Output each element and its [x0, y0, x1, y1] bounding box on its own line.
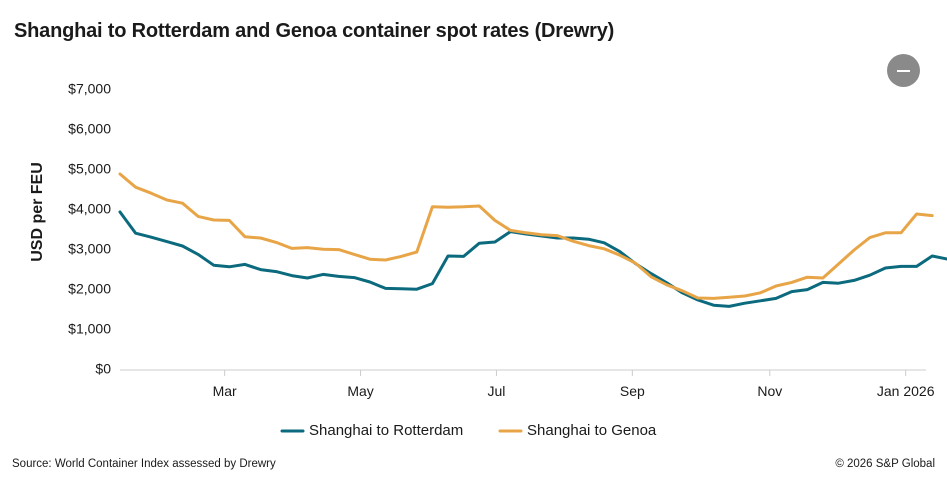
- y-tick-label: $5,000: [68, 161, 111, 177]
- y-tick-label: $1,000: [68, 321, 111, 337]
- copyright-note: © 2026 S&P Global: [835, 458, 935, 470]
- y-axis: $0 $1,000 $2,000 $3,000 $4,000 $5,000 $6,000 $7…: [68, 81, 111, 377]
- legend-label: Shanghai to Genoa: [527, 422, 657, 439]
- chart-menu-button[interactable]: [887, 54, 920, 87]
- x-tick-label: Mar: [213, 383, 237, 399]
- y-tick-label: $0: [95, 361, 111, 377]
- y-tick-label: $2,000: [68, 281, 111, 297]
- x-axis: Mar May Jul Sep Nov Jan 2026: [213, 370, 935, 399]
- x-tick-label: Jul: [487, 383, 505, 399]
- y-tick-label: $3,000: [68, 241, 111, 257]
- chart-title: Shanghai to Rotterdam and Genoa containe…: [14, 20, 615, 42]
- y-tick-label: $7,000: [68, 81, 111, 97]
- minus-icon: [897, 70, 910, 72]
- y-tick-label: $6,000: [68, 121, 111, 137]
- series-group: [118, 172, 947, 308]
- series-line-genoa: [118, 172, 934, 300]
- y-tick-label: $4,000: [68, 201, 111, 217]
- x-tick-label: Jan 2026: [877, 383, 935, 399]
- legend: Shanghai to Rotterdam Shanghai to Genoa: [280, 422, 657, 439]
- source-note: Source: World Container Index assessed b…: [12, 458, 276, 470]
- x-tick-label: Sep: [620, 383, 645, 399]
- y-axis-label: USD per FEU: [29, 162, 46, 262]
- legend-item[interactable]: Shanghai to Genoa: [498, 422, 657, 439]
- x-tick-label: Nov: [757, 383, 782, 399]
- legend-label: Shanghai to Rotterdam: [309, 422, 463, 439]
- series-line-rotterdam: [118, 210, 947, 308]
- legend-item[interactable]: Shanghai to Rotterdam: [280, 422, 463, 439]
- x-tick-label: May: [347, 383, 373, 399]
